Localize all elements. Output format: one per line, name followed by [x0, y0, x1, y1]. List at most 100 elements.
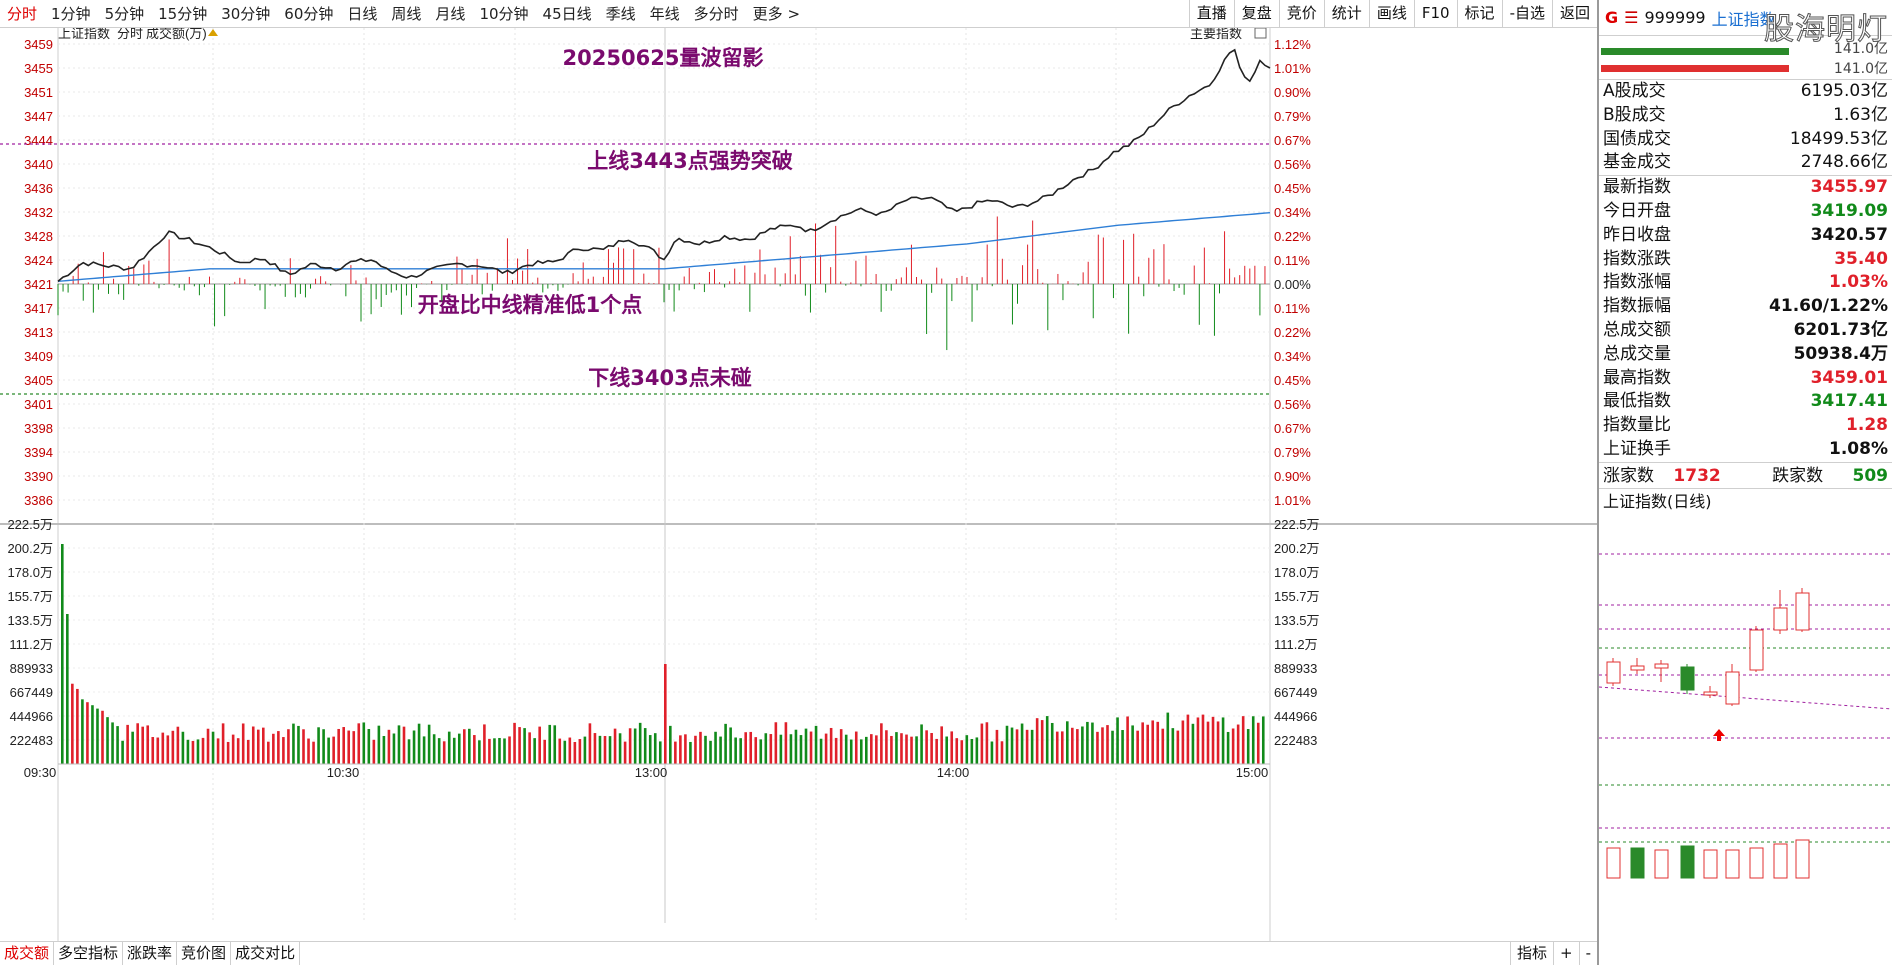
volume-bar-down — [553, 725, 557, 764]
volume-bar-up — [342, 727, 345, 764]
volume-bar-up — [352, 731, 356, 764]
chart-svg[interactable]: 3459 3455 3451 3447 3444 3440 3436 3432 3428 3424… — [0, 28, 1597, 941]
volume-bar-down — [317, 727, 320, 764]
period-tab-2[interactable]: 5分钟 — [104, 4, 145, 23]
mode-label: 分时 — [117, 28, 143, 41]
tool-button-3[interactable]: 统计 — [1323, 0, 1369, 28]
remove-button[interactable]: - — [1578, 942, 1597, 965]
period-tab-9[interactable]: 10分钟 — [479, 4, 529, 23]
quote-value: 41.60/1.22% — [1769, 296, 1888, 317]
indicator-tab-0[interactable]: 成交额 — [0, 942, 55, 965]
quote-row: 最高指数 3459.01 — [1599, 367, 1892, 391]
intraday-chart[interactable]: 3459 3455 3451 3447 3444 3440 3436 3432 3428 3424… — [0, 28, 1597, 941]
quote-label: 最低指数 — [1603, 391, 1671, 412]
tool-button-1[interactable]: 复盘 — [1233, 0, 1279, 28]
tool-button-8[interactable]: 返回 — [1551, 0, 1597, 28]
period-tab-6[interactable]: 日线 — [347, 4, 378, 23]
quote-label: 今日开盘 — [1603, 200, 1671, 221]
volume-bar-down — [1251, 716, 1255, 764]
volume-tick-label: 200.2万 — [7, 541, 53, 556]
volume-bar-up — [679, 735, 682, 764]
indicator-button[interactable]: 指标 — [1509, 942, 1553, 965]
volume-bar-up — [1060, 731, 1064, 764]
volume-bar-down — [764, 733, 768, 764]
volume-bar-up — [900, 733, 903, 764]
tool-button-2[interactable]: 竞价 — [1278, 0, 1324, 28]
pct-tick-label: 0.34% — [1274, 205, 1311, 220]
volume-bar-up — [1015, 729, 1019, 764]
annotation-upper: 上线3443点强势突破 — [587, 149, 792, 173]
volume-tick-label-right: 222.5万 — [1274, 517, 1320, 532]
volume-bar-up — [1211, 716, 1215, 764]
tool-button-5[interactable]: F10 — [1413, 0, 1457, 28]
volume-bar-up — [1156, 721, 1160, 764]
period-tab-11[interactable]: 季线 — [605, 4, 636, 23]
volume-bar-up — [282, 737, 285, 764]
candle-body — [1725, 671, 1740, 705]
volume-bar-down — [920, 724, 923, 764]
period-tab-0[interactable]: 分时 — [7, 4, 38, 23]
daily-kline-chart[interactable] — [1599, 515, 1892, 955]
volume-bar-up — [588, 723, 592, 764]
volume-bar-up — [463, 729, 466, 764]
kline-volume-bar — [1749, 847, 1764, 879]
period-tab-5[interactable]: 60分钟 — [284, 4, 334, 23]
indicator-controls: 指标 + - — [1509, 942, 1597, 965]
period-tab-3[interactable]: 15分钟 — [158, 4, 208, 23]
quote-section: 最新指数 3455.97 今日开盘 3419.09 昨日收盘 3420.57 指数涨跌 35.… — [1599, 176, 1892, 463]
volume-bar-down — [533, 738, 536, 764]
volume-bar-up — [935, 738, 938, 764]
volume-bar-down — [990, 741, 994, 764]
tool-button-4[interactable]: 画线 — [1368, 0, 1414, 28]
g-label[interactable]: G — [1605, 8, 1619, 27]
down-count-label: 跌家数 — [1772, 465, 1824, 486]
volume-bar-up — [1025, 729, 1029, 764]
index-name-label: 上证指数 — [58, 28, 110, 41]
tool-button-6[interactable]: 标记 — [1456, 0, 1502, 28]
indicator-tab-4[interactable]: 成交对比 — [231, 942, 301, 965]
volume-bar-up — [1000, 741, 1004, 764]
kline-volume-bar — [1703, 849, 1718, 879]
volume-bar-down — [1066, 721, 1069, 764]
period-tab-7[interactable]: 周线 — [391, 4, 422, 23]
candle-body — [1606, 661, 1621, 684]
volume-bar-down — [498, 737, 501, 764]
period-tab-8[interactable]: 月线 — [435, 4, 466, 23]
volume-bar-up — [593, 733, 597, 764]
volume-bar-up — [372, 739, 376, 764]
volume-bar-up — [890, 735, 893, 764]
volume-bar-down — [297, 725, 300, 764]
tool-button-0[interactable]: 直播 — [1188, 0, 1234, 28]
indicator-tab-2[interactable]: 涨跌率 — [123, 942, 178, 965]
volume-bar-up — [613, 728, 617, 764]
volume-bar-down — [96, 708, 99, 764]
volume-bar-up — [1040, 720, 1044, 764]
volume-tick-label-right: 667449 — [1274, 685, 1317, 700]
volume-bar-down — [658, 741, 662, 764]
volume-bar-up — [955, 738, 959, 764]
quote-value: 1.28 — [1846, 415, 1888, 436]
volume-bar-down — [131, 731, 134, 764]
volume-bar-up — [694, 735, 697, 764]
period-tab-4[interactable]: 30分钟 — [221, 4, 271, 23]
volume-bar-down — [759, 739, 763, 764]
volume-bar-up — [1241, 716, 1245, 764]
add-button[interactable]: + — [1553, 942, 1579, 965]
volume-bar-down — [322, 729, 325, 764]
tool-button-7[interactable]: -自选 — [1501, 0, 1552, 28]
menu-icon[interactable]: ☰ — [1624, 8, 1639, 27]
volume-bar-down — [729, 727, 732, 764]
indicator-tab-1[interactable]: 多空指标 — [54, 942, 124, 965]
period-tab-1[interactable]: 1分钟 — [51, 4, 91, 23]
volume-bar-down — [1121, 730, 1124, 764]
volume-tick-label: 178.0万 — [7, 565, 53, 580]
stock-name[interactable]: 上证指数 — [1711, 9, 1776, 29]
period-tab-14[interactable]: 更多 > — [752, 4, 801, 23]
volume-bar-down — [970, 739, 974, 764]
volume-tick-label-right: 155.7万 — [1274, 589, 1320, 604]
indicator-tab-3[interactable]: 竞价图 — [177, 942, 232, 965]
period-tab-13[interactable]: 多分时 — [693, 4, 739, 23]
period-tab-10[interactable]: 45日线 — [542, 4, 592, 23]
period-tab-12[interactable]: 年线 — [649, 4, 680, 23]
quote-row: 国债成交 18499.53亿 — [1599, 128, 1892, 152]
